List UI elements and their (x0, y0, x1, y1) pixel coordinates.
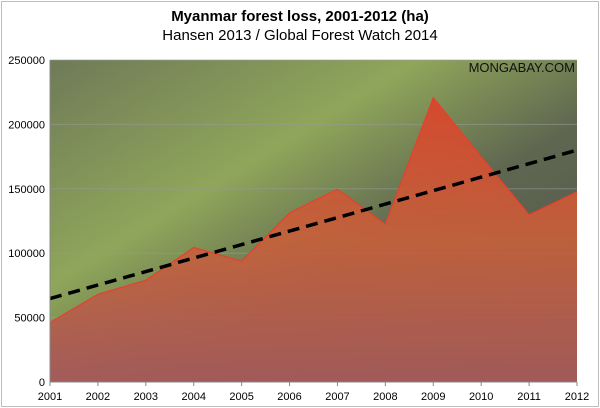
chart-title: Myanmar forest loss, 2001-2012 (ha) (171, 8, 429, 25)
trend-line (49, 148, 578, 301)
x-tick-label: 2005 (229, 391, 253, 403)
x-tick-label: 2008 (373, 391, 397, 403)
chart-subtitle: Hansen 2013 / Global Forest Watch 2014 (162, 27, 438, 44)
x-tick-label: 2010 (469, 391, 493, 403)
x-tick-label: 2002 (86, 391, 110, 403)
y-tick-label: 100000 (8, 248, 45, 260)
x-tick-label: 2009 (421, 391, 445, 403)
watermark: MONGABAY.COM (469, 60, 575, 75)
x-tick-label: 2006 (277, 391, 301, 403)
x-tick-label: 2011 (517, 391, 541, 403)
y-tick-label: 250000 (8, 55, 45, 67)
x-tick-label: 2001 (38, 391, 62, 403)
x-tick-label: 2003 (134, 391, 158, 403)
forest-loss-area (50, 97, 577, 382)
x-tick-label: 2004 (181, 391, 205, 403)
y-tick-label: 150000 (8, 184, 45, 196)
y-tick-label: 50000 (14, 313, 45, 325)
forest-loss-line (49, 96, 578, 324)
x-tick-label: 2007 (325, 391, 349, 403)
y-tick-label: 0 (39, 377, 45, 389)
y-tick-label: 200000 (8, 119, 45, 131)
x-tick-label: 2012 (565, 391, 589, 403)
